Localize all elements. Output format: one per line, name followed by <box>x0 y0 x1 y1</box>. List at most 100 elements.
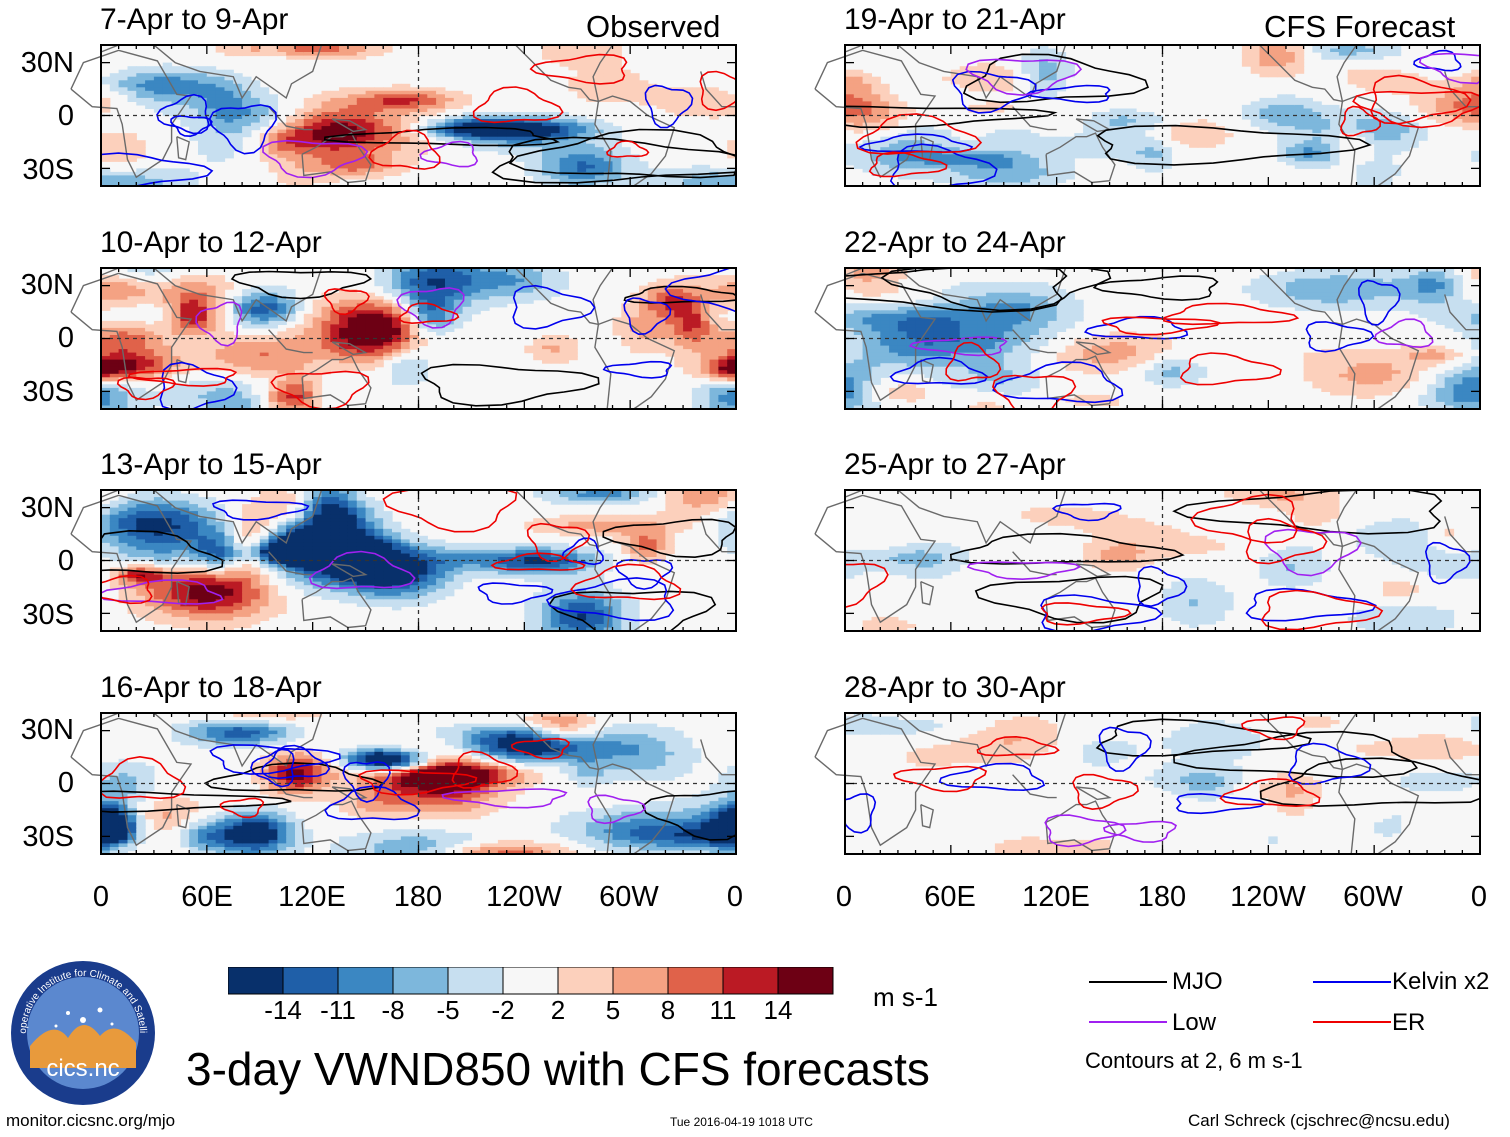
anomaly-cell <box>691 401 702 406</box>
anomaly-cell <box>171 289 181 294</box>
anomaly-cell <box>321 356 331 361</box>
anomaly-cell <box>180 525 190 530</box>
anomaly-cell <box>674 320 684 325</box>
anomaly-cell <box>674 359 684 364</box>
anomaly-cell <box>180 299 190 304</box>
anomaly-cell <box>153 574 164 579</box>
anomaly-cell <box>621 168 631 173</box>
anomaly-cell <box>647 310 658 315</box>
anomaly-cell <box>462 129 472 134</box>
anomaly-cell <box>171 602 181 607</box>
anomaly-cell <box>153 268 164 273</box>
anomaly-cell <box>127 320 137 325</box>
anomaly-cell <box>101 507 111 512</box>
anomaly-cell <box>198 303 208 308</box>
anomaly-cell <box>303 168 314 173</box>
anomaly-cell <box>374 345 384 350</box>
anomaly-cell <box>347 331 358 336</box>
anomaly-cell <box>515 275 525 280</box>
anomaly-cell <box>621 76 631 81</box>
anomaly-cell <box>136 366 146 371</box>
anomaly-cell <box>612 59 622 64</box>
anomaly-cell <box>356 528 367 533</box>
anomaly-cell <box>365 175 375 180</box>
anomaly-cell <box>153 490 164 495</box>
anomaly-cell <box>206 384 217 389</box>
anomaly-cell <box>339 306 349 311</box>
anomaly-cell <box>321 514 331 519</box>
anomaly-cell <box>233 595 243 600</box>
anomaly-cell <box>277 549 287 554</box>
anomaly-cell <box>683 313 693 318</box>
anomaly-cell <box>312 521 323 526</box>
anomaly-cell <box>683 112 693 117</box>
anomaly-cell <box>392 115 402 120</box>
anomaly-cell <box>295 564 305 569</box>
anomaly-cell <box>392 532 402 537</box>
anomaly-cell <box>612 317 622 322</box>
anomaly-cell <box>709 112 719 117</box>
anomaly-cell <box>162 338 173 343</box>
anomaly-cell <box>559 500 569 505</box>
anomaly-cell <box>718 285 728 290</box>
anomaly-cell <box>550 620 561 625</box>
anomaly-cell <box>347 52 358 57</box>
anomaly-cell <box>136 606 146 611</box>
anomaly-cell <box>162 518 173 523</box>
anomaly-cell <box>356 303 367 308</box>
anomaly-cell <box>295 535 305 540</box>
anomaly-cell <box>453 567 464 572</box>
anomaly-cell <box>542 525 552 530</box>
anomaly-cell <box>233 613 243 618</box>
anomaly-cell <box>312 391 323 396</box>
anomaly-cell <box>206 380 217 385</box>
anomaly-cell <box>427 581 437 586</box>
anomaly-cell <box>277 175 287 180</box>
anomaly-cell <box>436 310 446 315</box>
anomaly-cell <box>145 391 155 396</box>
anomaly-cell <box>700 356 711 361</box>
anomaly-cell <box>127 609 137 614</box>
anomaly-cell <box>347 567 358 572</box>
anomaly-cell <box>233 549 243 554</box>
anomaly-cell <box>586 164 596 169</box>
anomaly-cell <box>559 164 569 169</box>
anomaly-cell <box>277 493 287 498</box>
anomaly-cell <box>709 282 719 287</box>
anomaly-cell <box>691 164 702 169</box>
anomaly-cell <box>268 101 278 106</box>
anomaly-cell <box>356 161 367 166</box>
anomaly-cell <box>577 546 587 551</box>
anomaly-cell <box>339 599 349 604</box>
anomaly-cell <box>462 557 472 562</box>
anomaly-cell <box>180 394 190 399</box>
anomaly-cell <box>347 504 358 509</box>
anomaly-cell <box>436 331 446 336</box>
anomaly-cell <box>506 285 517 290</box>
anomaly-cell <box>215 112 226 117</box>
anomaly-cell <box>665 182 675 187</box>
anomaly-cell <box>400 108 411 113</box>
anomaly-cell <box>542 546 552 551</box>
anomaly-cell <box>356 571 367 576</box>
anomaly-cell <box>594 83 605 88</box>
anomaly-cell <box>101 299 111 304</box>
anomaly-cell <box>365 126 375 131</box>
anomaly-cell <box>162 560 173 565</box>
anomaly-cell <box>330 338 340 343</box>
anomaly-cell <box>206 320 217 325</box>
anomaly-cell <box>524 171 534 176</box>
anomaly-cell <box>339 525 349 530</box>
anomaly-cell <box>171 331 181 336</box>
coastline <box>301 355 372 407</box>
anomaly-cell <box>365 578 375 583</box>
anomaly-cell <box>374 108 384 113</box>
anomaly-cell <box>400 599 411 604</box>
anomaly-cell <box>180 108 190 113</box>
anomaly-cell <box>145 299 155 304</box>
anomaly-cell <box>400 317 411 322</box>
anomaly-cell <box>603 129 614 134</box>
er-contour <box>472 86 564 124</box>
anomaly-cell <box>683 278 693 283</box>
anomaly-cell <box>365 168 375 173</box>
